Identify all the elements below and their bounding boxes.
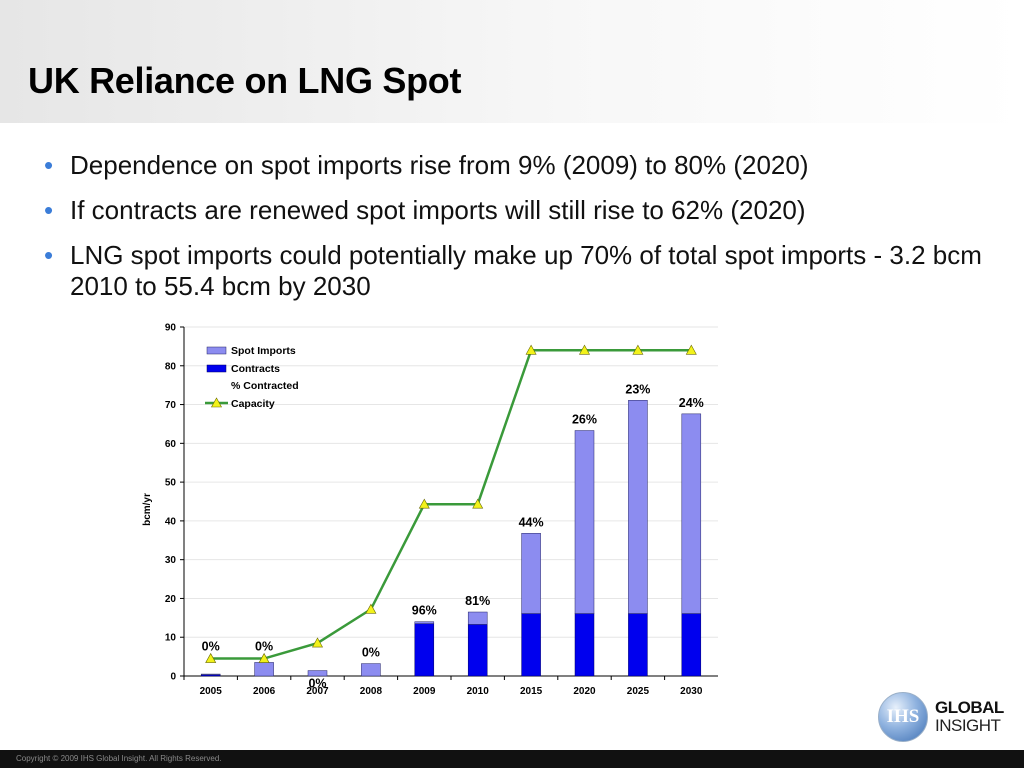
percent-contracted-label: 0% [362,646,380,660]
bullet-item: • If contracts are renewed spot imports w… [40,195,1000,226]
footer-bar: Copyright © 2009 IHS Global Insight. All… [0,750,1024,768]
x-tick-label: 2025 [627,686,650,697]
logo-word-global: GLOBAL [935,698,1004,717]
bullet-dot-icon: • [44,240,54,270]
logo-word-insight: INSIGHT [935,716,1001,735]
copyright-text: Copyright © 2009 IHS Global Insight. All… [16,754,222,763]
ihs-orb-icon: IHS [878,692,928,742]
contracts-bar [521,613,541,677]
x-tick-label: 2010 [467,686,490,697]
contracts-bar [467,624,488,677]
bullet-dot-icon: • [44,195,54,225]
legend-label-contracts: Contracts [231,363,280,375]
percent-contracted-label: 23% [625,382,650,396]
bullet-item: • LNG spot imports could potentially make… [40,240,1000,302]
percent-contracted-label: 26% [572,413,597,427]
percent-contracted-label: 0% [308,677,326,691]
y-tick-label: 70 [165,400,177,411]
y-tick-label: 50 [165,478,177,489]
y-tick-label: 0 [170,672,176,683]
title-band [0,0,1024,123]
contracts-bar [681,613,702,677]
bullet-text: Dependence on spot imports rise from 9% … [70,150,809,180]
capacity-point [632,344,644,355]
x-tick-label: 2007 [306,686,329,697]
capacity-point [311,637,324,648]
y-tick-label: 20 [165,594,177,605]
y-tick-label: 90 [165,323,177,334]
legend-swatch-spot-imports [206,346,227,355]
legend-label-capacity: Capacity [231,398,275,410]
contracts-bar [414,623,435,677]
y-tick-label: 40 [165,516,177,527]
y-axis-label: bcm/yr [142,493,153,526]
x-tick-label: 2020 [573,686,596,697]
y-tick-label: 60 [165,439,177,450]
bullet-list: • Dependence on spot imports rise from 9%… [40,150,1000,316]
legend-label-percent-contracted: % Contracted [231,380,299,392]
capacity-point [418,498,430,509]
capacity-point [578,344,591,355]
x-tick-label: 2030 [680,686,703,697]
capacity-point [205,652,217,663]
percent-contracted-label: 81% [465,594,490,608]
spot-imports-bar [414,621,435,624]
percent-contracted-label: 0% [255,640,273,654]
percent-contracted-label: 96% [412,604,437,618]
spot-imports-bar [467,611,488,625]
x-tick-label: 2015 [520,686,543,697]
capacity-point [365,603,377,614]
capacity-point [258,652,270,663]
contracts-bar [574,613,595,677]
legend-marker-capacity [210,397,223,408]
contracts-bar [628,613,648,677]
slide-title: UK Reliance on LNG Spot [28,60,462,101]
bullet-text: LNG spot imports could potentially make … [70,240,982,301]
y-tick-label: 10 [165,633,177,644]
bullet-text: If contracts are renewed spot imports wi… [70,195,806,225]
spot-imports-bar [521,533,541,614]
capacity-point [685,344,697,355]
legend-swatch-contracts [206,364,227,373]
percent-contracted-label: 0% [202,640,220,654]
capacity-line [210,349,692,660]
ihs-global-insight-logo: IHS GLOBAL INSIGHT [878,692,1008,742]
spot-imports-bar [200,673,221,676]
spot-imports-bar [574,430,595,614]
y-tick-label: 30 [165,555,177,566]
x-tick-label: 2009 [413,686,436,697]
x-tick-label: 2006 [253,686,276,697]
spot-imports-bar [361,663,381,677]
capacity-point [525,344,537,355]
spot-imports-bar [681,413,702,614]
legend-label-spot-imports: Spot Imports [231,345,296,357]
bullet-dot-icon: • [44,150,54,180]
x-tick-label: 2005 [200,686,223,697]
capacity-point [472,498,484,509]
x-tick-label: 2008 [360,686,383,697]
percent-contracted-label: 24% [679,396,704,410]
bullet-item: • Dependence on spot imports rise from 9%… [40,150,1000,181]
spot-imports-bar [307,670,328,677]
y-tick-label: 80 [165,361,177,372]
spot-imports-bar [254,662,274,677]
spot-imports-bar [628,400,648,614]
percent-contracted-label: 44% [519,515,544,529]
